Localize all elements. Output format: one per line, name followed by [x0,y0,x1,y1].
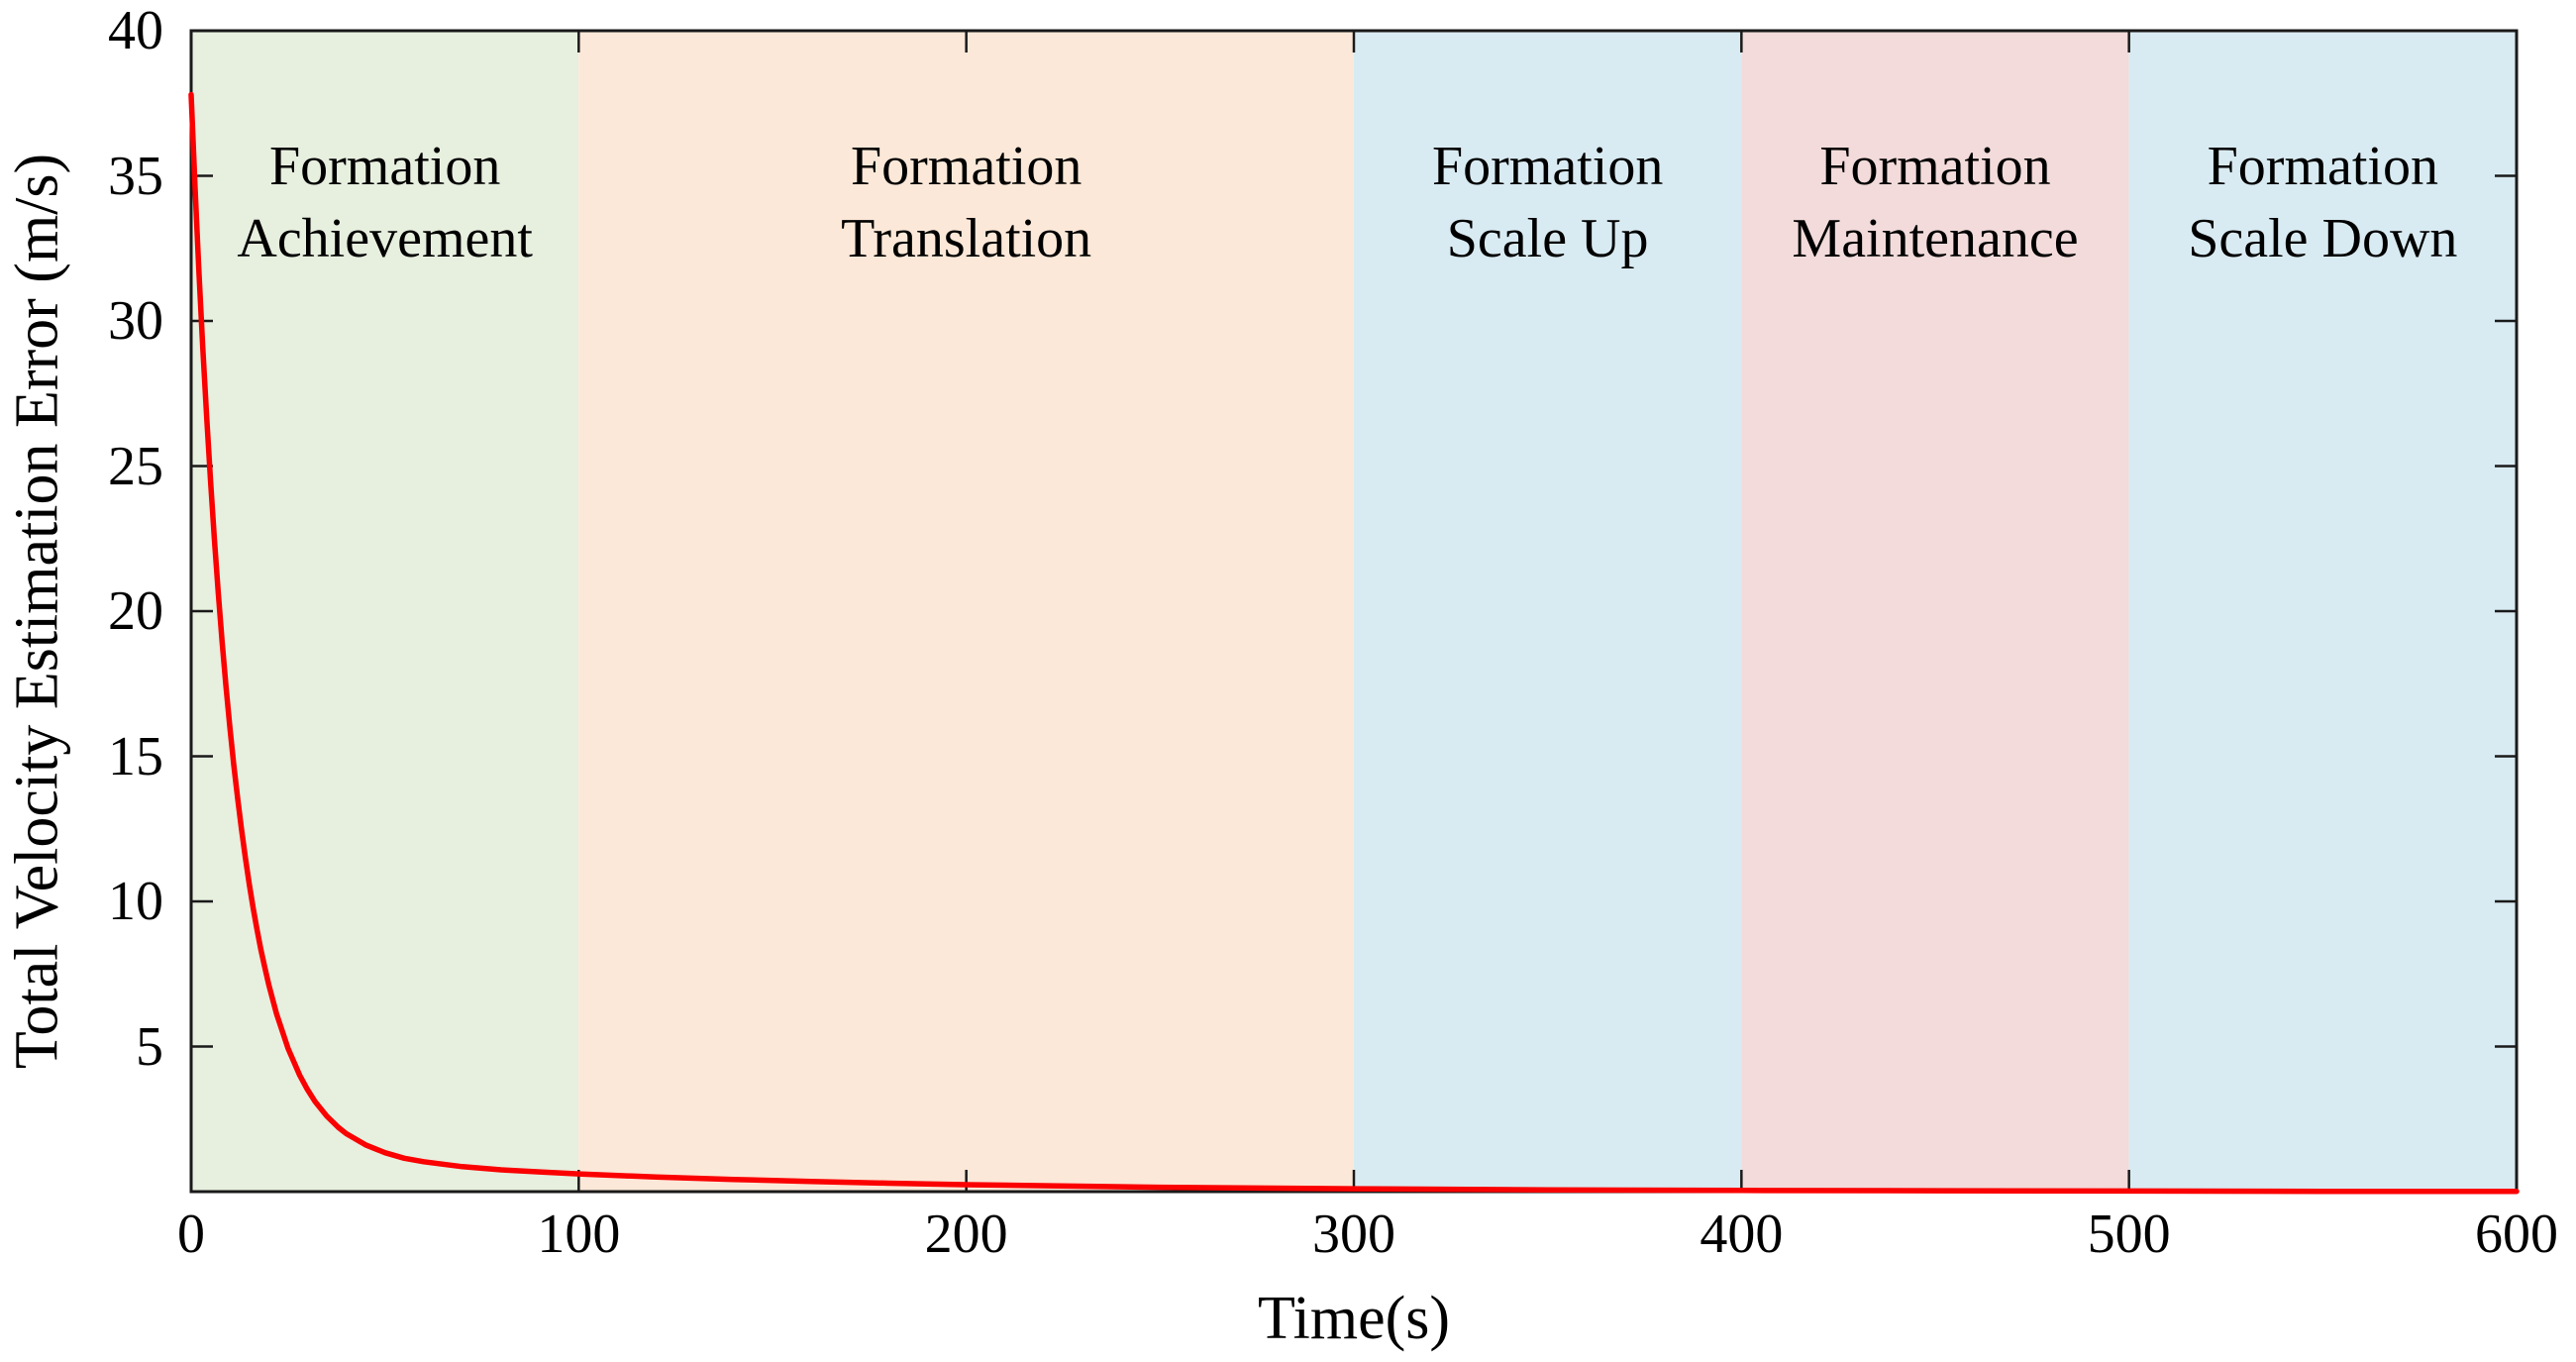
region-label-line: Scale Up [1446,208,1649,269]
region-label-line: Translation [841,208,1092,269]
phase-region [1354,31,1742,1192]
y-tick-label: 10 [108,871,163,932]
y-tick-label: 30 [108,290,163,352]
x-tick-label: 400 [1700,1204,1784,1265]
x-tick-label: 0 [177,1204,205,1265]
x-tick-label: 200 [924,1204,1008,1265]
y-tick-label: 5 [136,1015,163,1078]
region-label-line: Achievement [237,208,533,269]
region-label-line: Formation [1431,136,1664,197]
region-label-line: Maintenance [1792,208,2079,269]
phase-region [1741,31,2129,1192]
x-tick-label: 100 [537,1204,621,1265]
region-label-line: Formation [850,136,1082,197]
region-label-line: Scale Down [2188,208,2458,269]
region-label: Formation Translation [841,131,1091,275]
x-axis-label: Time(s) [1257,1285,1451,1352]
series-line-total-velocity-estimation-error [188,91,2520,1195]
y-axis-label: Total Velocity Estimation Error (m/s) [3,153,71,1070]
phase-region [578,31,1354,1192]
phase-region [191,31,579,1192]
x-tick-label: 500 [2087,1204,2171,1265]
phase-region [2128,31,2517,1192]
x-tick-label: 300 [1312,1204,1395,1265]
region-label-line: Formation [2207,136,2438,197]
region-label: Formation Scale Down [2188,131,2457,275]
y-tick-label: 35 [108,145,163,207]
region-label: Formation Scale Up [1432,131,1663,275]
y-tick-label: 20 [108,580,163,642]
region-label-line: Formation [1819,136,2051,197]
y-tick-label: 15 [108,725,163,787]
y-tick-label: 40 [108,0,163,61]
x-tick-label: 600 [2475,1204,2558,1265]
region-label: Formation Achievement [237,131,533,275]
region-label: Formation Maintenance [1792,131,2078,275]
region-label-line: Formation [268,136,501,197]
y-tick-label: 25 [108,435,163,497]
